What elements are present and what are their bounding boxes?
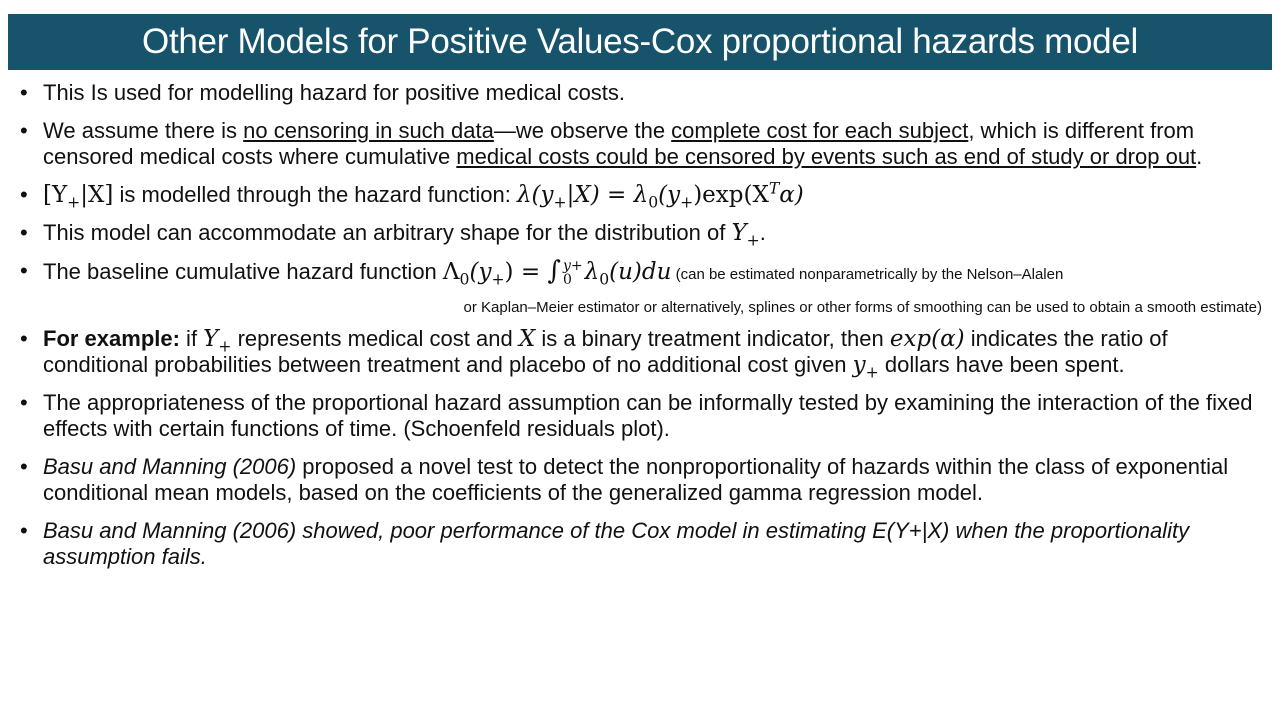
estimation-note-continued: or Kaplan–Meier estimator or alternative…	[463, 299, 1262, 316]
integral-limits: y+ 0	[563, 259, 583, 287]
text-span: is a binary treatment indicator, then	[535, 326, 890, 351]
math-sub: +	[746, 230, 760, 250]
math-expr: X	[518, 326, 536, 352]
text-span: We assume there is	[43, 118, 244, 143]
bullet-marker: •	[20, 390, 28, 415]
bullet-marker: •	[20, 326, 28, 351]
text-span: .	[1196, 144, 1203, 169]
underlined-phrase: no censoring in such data	[243, 118, 494, 143]
integral-sign: ∫	[547, 256, 561, 286]
math-expr: Y+	[203, 326, 231, 354]
integral-upper: y+	[562, 258, 583, 274]
math-part: y	[852, 352, 866, 378]
bullet-marker: •	[20, 454, 28, 479]
text-span: proposed a novel test to detect the nonp…	[43, 454, 1229, 505]
bullet-3: • [Y+|X] is modelled through the hazard …	[20, 180, 1265, 210]
bullet-marker: •	[20, 182, 28, 207]
text-span: represents medical cost and	[231, 326, 519, 351]
hazard-formula: λ(y+|X) = λ0(y+)exp(XTα)	[516, 180, 804, 210]
math-expr: Y+	[731, 220, 759, 248]
bullet-2-text: We assume there is no censoring in such …	[43, 118, 1265, 170]
text-span: This model can accommodate an arbitrary …	[43, 220, 732, 245]
math-part: ) =	[504, 259, 548, 285]
math-sub: +	[67, 192, 81, 212]
example-label: For example:	[43, 326, 180, 351]
math-part: α)	[779, 182, 804, 208]
citation: Basu and Manning (2006)	[43, 454, 297, 479]
bullet-marker: •	[20, 518, 28, 543]
bullet-1: • This Is used for modelling hazard for …	[20, 80, 1265, 106]
slide-title: Other Models for Positive Values-Cox pro…	[142, 22, 1138, 61]
math-sup: T	[768, 178, 780, 198]
math-expr: [Y+|X]	[43, 182, 114, 210]
math-part: |X]	[80, 182, 114, 208]
bullet-3-text: [Y+|X] is modelled through the hazard fu…	[43, 180, 1265, 210]
math-sub: 0	[459, 269, 470, 289]
text-span: indicates the ratio of conditional proba…	[43, 326, 1168, 377]
bullet-5-text: The baseline cumulative hazard function …	[43, 258, 1265, 288]
text-span: , which is different from censored medic…	[43, 118, 1195, 169]
math-part: )exp(X	[693, 182, 769, 208]
bullet-4-text: This model can accommodate an arbitrary …	[43, 220, 1265, 248]
math-sub: +	[218, 336, 232, 356]
math-part: (y	[469, 259, 492, 285]
cumulative-hazard-formula: Λ0(y+) = ∫ y+ 0 λ0(u)du	[442, 256, 672, 287]
integral-lower: 0	[562, 272, 572, 288]
slide-title-bar: Other Models for Positive Values-Cox pro…	[8, 14, 1272, 70]
bullet-8-text: Basu and Manning (2006) proposed a novel…	[43, 454, 1265, 506]
math-sub: +	[680, 192, 694, 212]
bullet-marker: •	[20, 118, 28, 143]
bullet-5: • The baseline cumulative hazard functio…	[20, 258, 1265, 318]
text-span: dollars have been spent.	[878, 352, 1125, 377]
text-span: if	[179, 326, 204, 351]
math-part: Y	[731, 220, 747, 246]
math-part: λ(y	[516, 182, 554, 208]
math-part: (u)du	[609, 259, 672, 285]
math-expr: y+	[852, 352, 879, 380]
bullet-6-text: For example: if Y+ represents medical co…	[43, 326, 1265, 380]
math-sub: +	[553, 192, 567, 212]
math-sub: 0	[648, 192, 659, 212]
bullet-4: • This model can accommodate an arbitrar…	[20, 220, 1265, 248]
math-sub: 0	[599, 269, 610, 289]
bullet-9: • Basu and Manning (2006) showed, poor p…	[20, 518, 1265, 570]
math-part: [Y	[43, 182, 68, 208]
math-part: Y	[203, 326, 219, 352]
underlined-phrase: complete cost for each subject	[671, 118, 969, 143]
underlined-phrase: medical costs could be censored by event…	[456, 144, 1197, 169]
text-span: .	[759, 220, 766, 245]
estimation-note: (can be estimated nonparametrically by t…	[671, 266, 1064, 283]
bullet-marker: •	[20, 258, 28, 283]
bullet-7-text: The appropriateness of the proportional …	[43, 390, 1253, 441]
bullet-marker: •	[20, 80, 28, 105]
math-part: Λ	[442, 259, 460, 285]
math-sub: +	[491, 269, 505, 289]
math-part: λ	[584, 259, 600, 285]
bullet-6: • For example: if Y+ represents medical …	[20, 326, 1265, 380]
bullet-2: • We assume there is no censoring in suc…	[20, 118, 1265, 170]
math-part: (y	[658, 182, 681, 208]
bullet-8: • Basu and Manning (2006) proposed a nov…	[20, 454, 1265, 506]
text-span: is modelled through the hazard function:	[113, 182, 517, 207]
bullet-7: • The appropriateness of the proportiona…	[20, 390, 1265, 442]
math-part: |X) = λ	[566, 182, 649, 208]
bullet-marker: •	[20, 220, 28, 245]
bullet-list: • This Is used for modelling hazard for …	[20, 80, 1265, 582]
bullet-1-text: This Is used for modelling hazard for po…	[43, 80, 626, 105]
bullet-9-text: Basu and Manning (2006) showed, poor per…	[43, 518, 1190, 569]
math-sub: +	[865, 362, 879, 382]
text-span: —we observe the	[493, 118, 672, 143]
math-expr: exp(α)	[889, 326, 965, 352]
text-span: The baseline cumulative hazard function	[43, 259, 443, 284]
